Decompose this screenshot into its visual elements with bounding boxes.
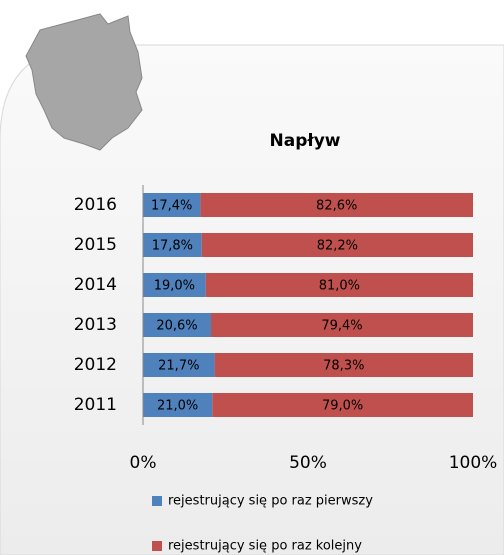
data-label: 82,2%	[317, 239, 358, 254]
chart-title: Napływ	[270, 131, 341, 151]
map-icon	[25, 13, 143, 151]
legend-swatch	[152, 541, 162, 551]
data-label: 78,3%	[323, 359, 364, 374]
data-label: 19,0%	[154, 279, 195, 294]
data-label: 82,6%	[316, 199, 357, 214]
x-tick-label: 100%	[449, 453, 498, 473]
y-tick-label: 2014	[74, 275, 117, 295]
data-label: 81,0%	[319, 279, 360, 294]
bar-segment	[143, 353, 215, 377]
bar-segment	[205, 273, 473, 297]
bar-segment	[143, 273, 206, 297]
data-label: 20,6%	[156, 319, 197, 334]
bar-segment	[143, 233, 202, 257]
legend-label: rejestrujący się po raz pierwszy	[168, 494, 373, 509]
bar-segment	[212, 393, 474, 417]
x-tick-label: 50%	[289, 453, 327, 473]
y-tick-label: 2015	[74, 235, 117, 255]
bar-segment	[143, 313, 211, 337]
data-label: 21,0%	[157, 399, 198, 414]
bar-segment	[214, 353, 474, 377]
bar-segment	[143, 193, 201, 217]
y-tick-label: 2012	[74, 355, 117, 375]
y-tick-label: 2013	[74, 315, 117, 335]
data-label: 17,4%	[151, 199, 192, 214]
data-label: 17,8%	[152, 239, 193, 254]
y-tick-label: 2016	[74, 195, 117, 215]
bar-segment	[200, 193, 474, 217]
x-tick-label: 0%	[130, 453, 157, 473]
legend-swatch	[152, 496, 162, 506]
legend-label: rejestrujący się po raz kolejny	[168, 539, 362, 554]
data-label: 79,0%	[322, 399, 363, 414]
y-tick-label: 2011	[74, 395, 117, 415]
bar-segment	[201, 233, 474, 257]
data-label: 21,7%	[158, 359, 199, 374]
data-label: 79,4%	[321, 319, 362, 334]
bar-segment	[210, 313, 474, 337]
bar-segment	[143, 393, 213, 417]
